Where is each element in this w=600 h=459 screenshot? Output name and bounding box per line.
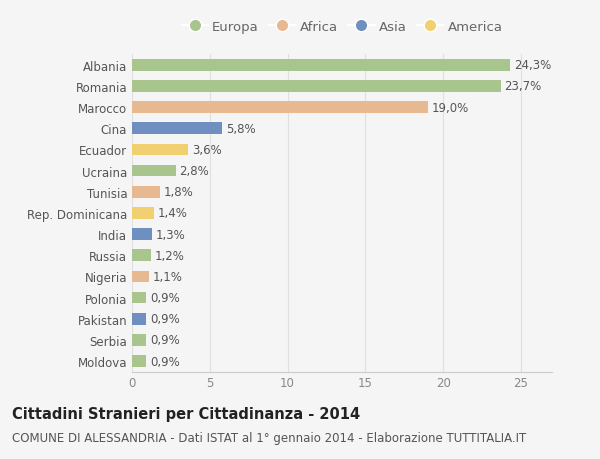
Text: 23,7%: 23,7%: [505, 80, 542, 93]
Text: 1,3%: 1,3%: [156, 228, 186, 241]
Text: 0,9%: 0,9%: [150, 291, 179, 304]
Text: 3,6%: 3,6%: [192, 144, 221, 157]
Bar: [132, 229, 152, 241]
Legend: Europa, Africa, Asia, America: Europa, Africa, Asia, America: [182, 21, 502, 34]
Text: COMUNE DI ALESSANDRIA - Dati ISTAT al 1° gennaio 2014 - Elaborazione TUTTITALIA.: COMUNE DI ALESSANDRIA - Dati ISTAT al 1°…: [12, 431, 526, 444]
Bar: [132, 123, 222, 135]
Bar: [132, 165, 176, 177]
Text: 0,9%: 0,9%: [150, 355, 179, 368]
Text: 2,8%: 2,8%: [179, 165, 209, 178]
Bar: [132, 207, 154, 219]
Bar: [132, 355, 146, 367]
Text: Cittadini Stranieri per Cittadinanza - 2014: Cittadini Stranieri per Cittadinanza - 2…: [12, 406, 360, 421]
Text: 1,1%: 1,1%: [153, 270, 183, 283]
Bar: [132, 60, 510, 72]
Bar: [132, 81, 500, 93]
Bar: [132, 144, 188, 156]
Bar: [132, 292, 146, 304]
Text: 19,0%: 19,0%: [431, 101, 469, 114]
Bar: [132, 250, 151, 262]
Bar: [132, 186, 160, 198]
Bar: [132, 334, 146, 346]
Text: 1,4%: 1,4%: [158, 207, 188, 220]
Text: 1,8%: 1,8%: [164, 186, 194, 199]
Bar: [132, 271, 149, 283]
Bar: [132, 102, 428, 114]
Text: 0,9%: 0,9%: [150, 313, 179, 325]
Text: 0,9%: 0,9%: [150, 334, 179, 347]
Text: 5,8%: 5,8%: [226, 123, 256, 135]
Text: 24,3%: 24,3%: [514, 59, 551, 72]
Bar: [132, 313, 146, 325]
Text: 1,2%: 1,2%: [155, 249, 184, 262]
